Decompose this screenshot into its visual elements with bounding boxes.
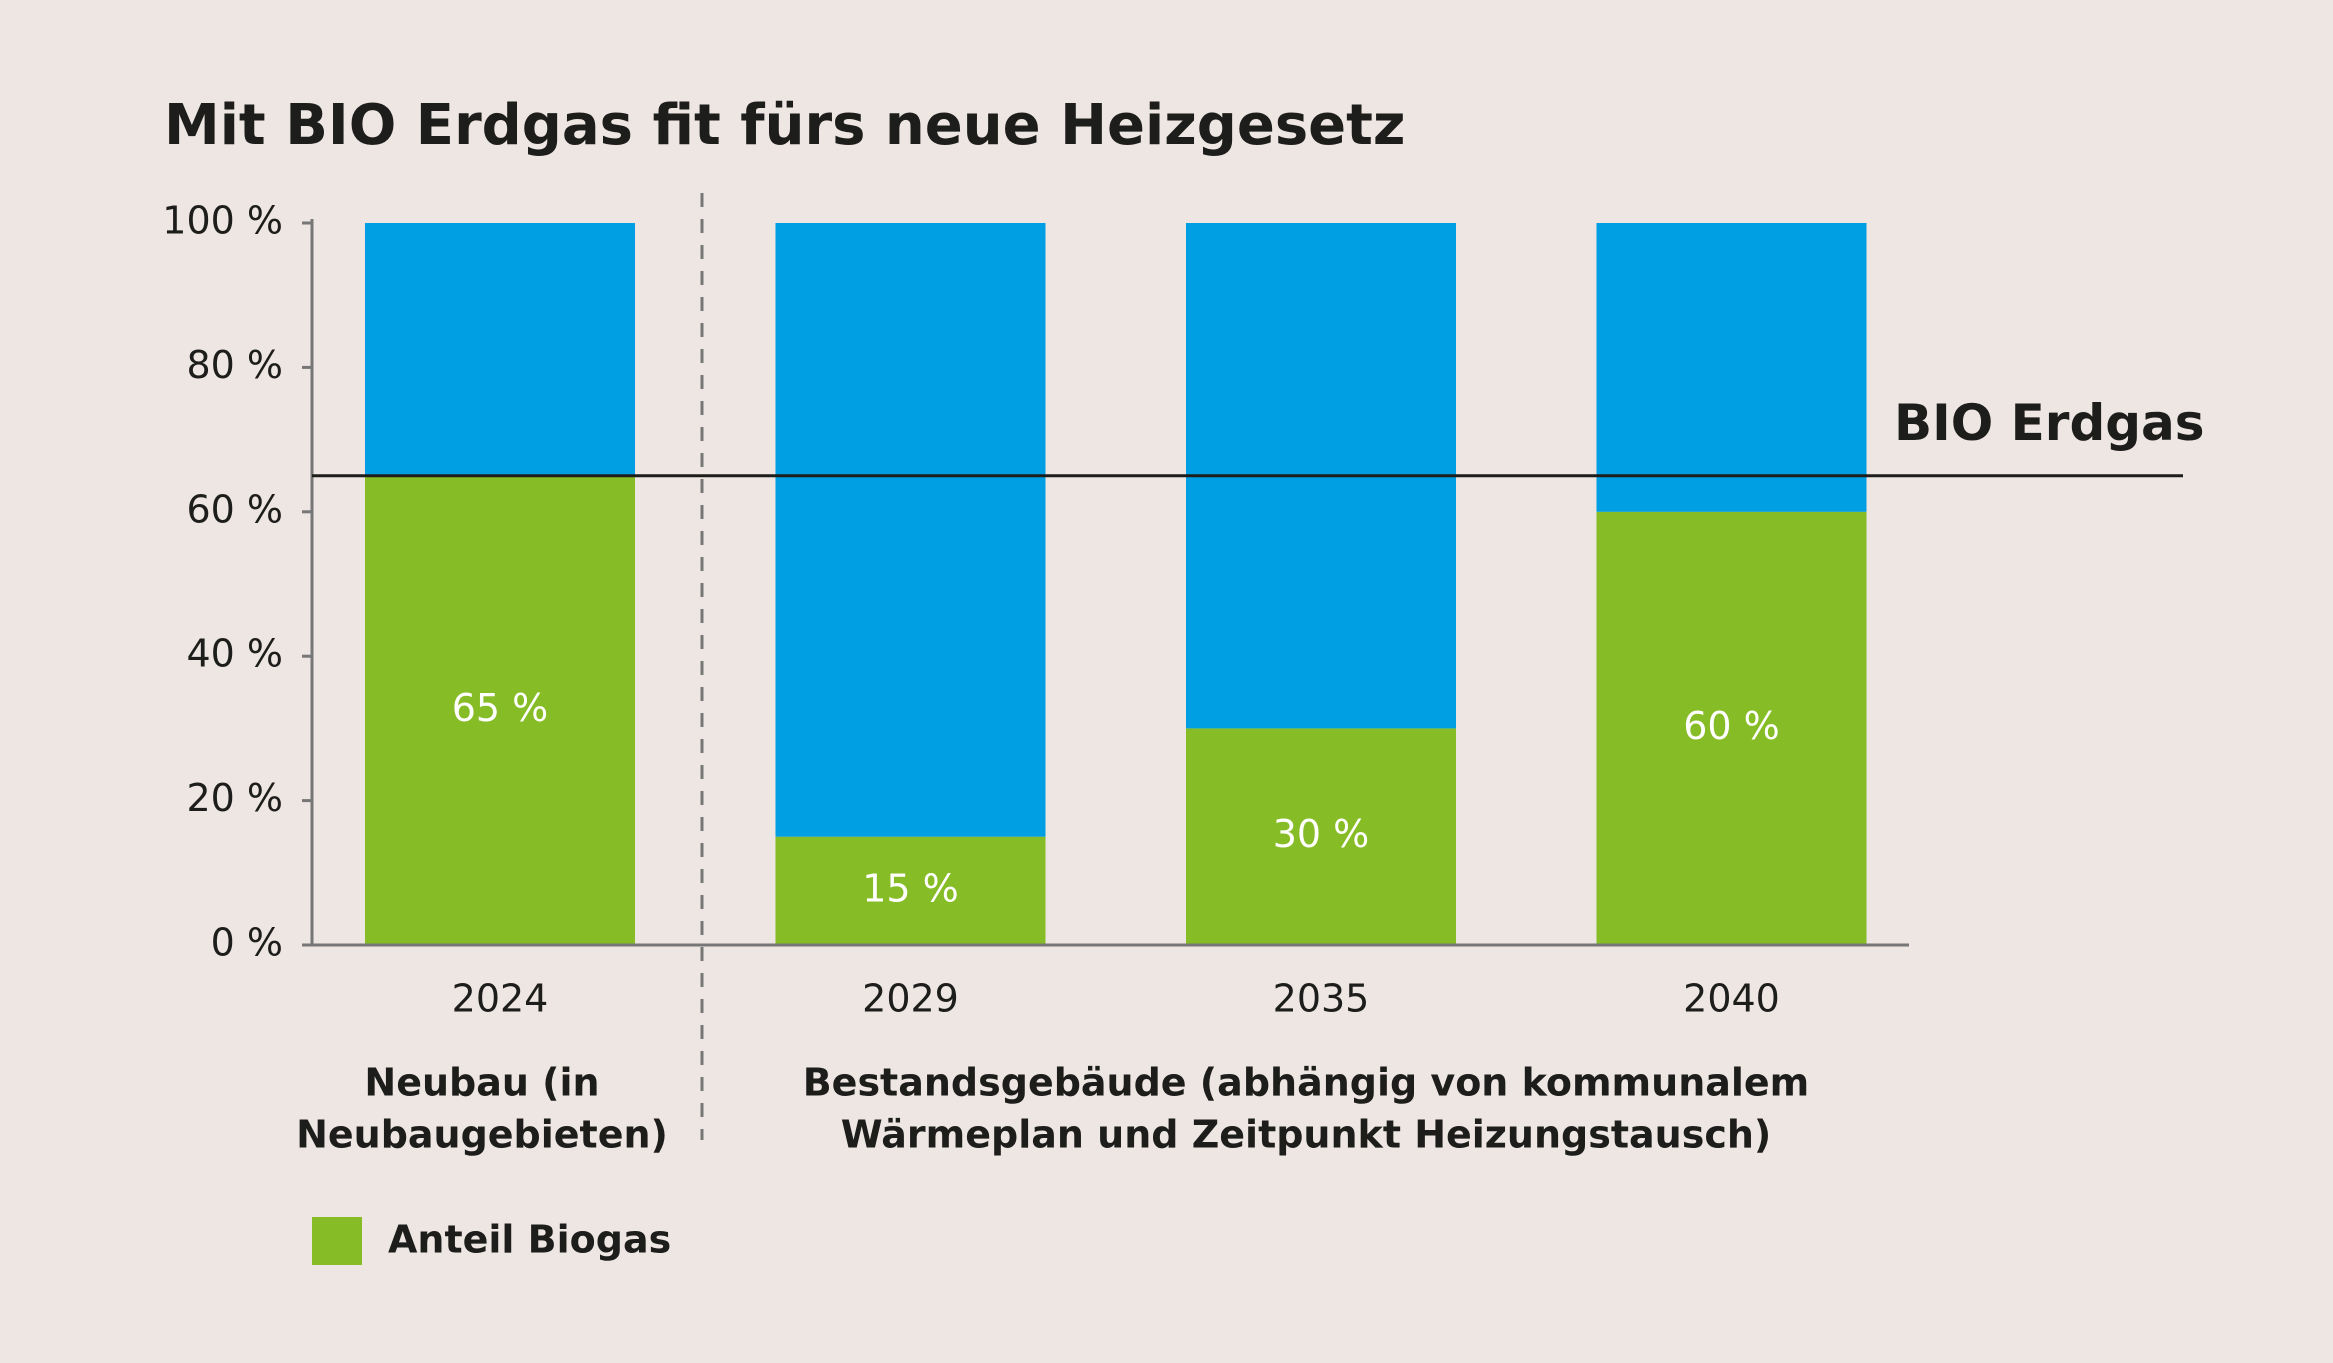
group-label: Neubau (in <box>364 1061 599 1105</box>
bar-segment <box>1596 223 1867 512</box>
y-tick-label: 20 % <box>186 776 283 820</box>
bar-segment <box>365 475 635 945</box>
bar-segment <box>365 223 635 476</box>
y-tick-label: 100 % <box>162 199 283 243</box>
x-tick-label: 2029 <box>862 977 959 1021</box>
y-tick-label: 40 % <box>186 632 283 676</box>
bar-segment <box>1596 511 1867 945</box>
bar-segment <box>1186 728 1456 945</box>
group-label: Wärmeplan und Zeitpunkt Heizungstausch) <box>841 1113 1772 1157</box>
bar-segment <box>775 223 1046 837</box>
y-tick-label: 80 % <box>186 343 283 387</box>
value-label: 65 % <box>452 686 549 730</box>
x-tick-label: 2024 <box>452 977 549 1021</box>
legend-swatch <box>312 1217 362 1265</box>
reference-label: BIO Erdgas <box>1894 394 2205 452</box>
x-tick-label: 2040 <box>1683 977 1780 1021</box>
y-tick-label: 0 % <box>211 921 283 965</box>
group-label: Bestandsgebäude (abhängig von kommunalem <box>803 1061 1810 1105</box>
legend-label: Anteil Biogas <box>388 1218 671 1262</box>
group-label: Neubaugebieten) <box>296 1113 668 1157</box>
bar-segment <box>775 836 1046 945</box>
value-label: 30 % <box>1273 812 1370 856</box>
x-tick-label: 2035 <box>1273 977 1370 1021</box>
value-label: 60 % <box>1683 704 1780 748</box>
chart-title: Mit BIO Erdgas fit fürs neue Heizgesetz <box>164 93 1406 158</box>
value-label: 15 % <box>862 866 959 910</box>
y-tick-label: 60 % <box>186 487 283 531</box>
